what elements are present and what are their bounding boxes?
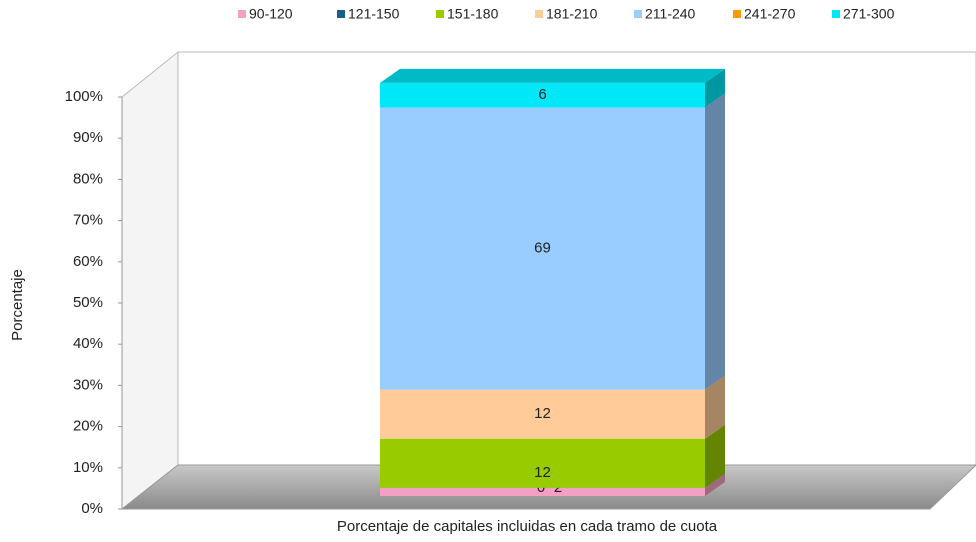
bar-segment [380,93,725,390]
bar-segment [380,68,725,108]
legend-label: 211-240 [645,6,696,22]
bar-segment [380,424,725,488]
y-tick-label: 20% [73,418,103,435]
y-tick-label: 70% [73,212,103,229]
bar-front [380,438,705,488]
bar-front [380,389,705,439]
y-tick-label: 0% [81,500,103,517]
data-label: 69 [534,240,551,257]
y-tick-label: 10% [73,459,103,476]
legend-swatch [733,10,741,18]
bar-side [705,473,725,496]
bar-front [380,107,705,390]
bar-side [705,93,725,390]
bar-side [705,68,725,108]
legend-label: 121-150 [348,6,400,22]
y-tick-label: 30% [73,376,103,393]
bar-segment [380,375,725,439]
legend-label: 271-300 [843,6,895,22]
legend-swatch [238,10,246,18]
legend-swatch [832,10,840,18]
legend-swatch [634,10,642,18]
data-label: 6 [538,86,546,103]
legend-swatch [436,10,444,18]
bar-front [380,487,705,496]
y-axis-title: Porcentaje [9,269,26,341]
legend-label: 181-210 [546,6,598,22]
legend-label: 151-180 [447,6,499,22]
y-tick-label: 80% [73,170,103,187]
legend-label: 90-120 [249,6,293,22]
y-tick-label: 90% [73,129,103,146]
bar-front [380,82,705,108]
bar-side [705,424,725,488]
side-wall [121,50,179,511]
legend-swatch [337,10,345,18]
data-label: 12 [534,464,551,481]
y-tick-label: 100% [65,88,103,105]
legend-label: 241-270 [744,6,796,22]
bar-segment [380,473,725,496]
bar-top [380,68,725,83]
data-label: 12 [534,405,551,422]
bar-side [705,375,725,439]
legend-swatch [535,10,543,18]
y-tick-label: 50% [73,294,103,311]
y-tick-label: 60% [73,253,103,270]
x-axis-title: Porcentaje de capitales incluidas en cad… [337,518,718,535]
y-tick-label: 40% [73,335,103,352]
